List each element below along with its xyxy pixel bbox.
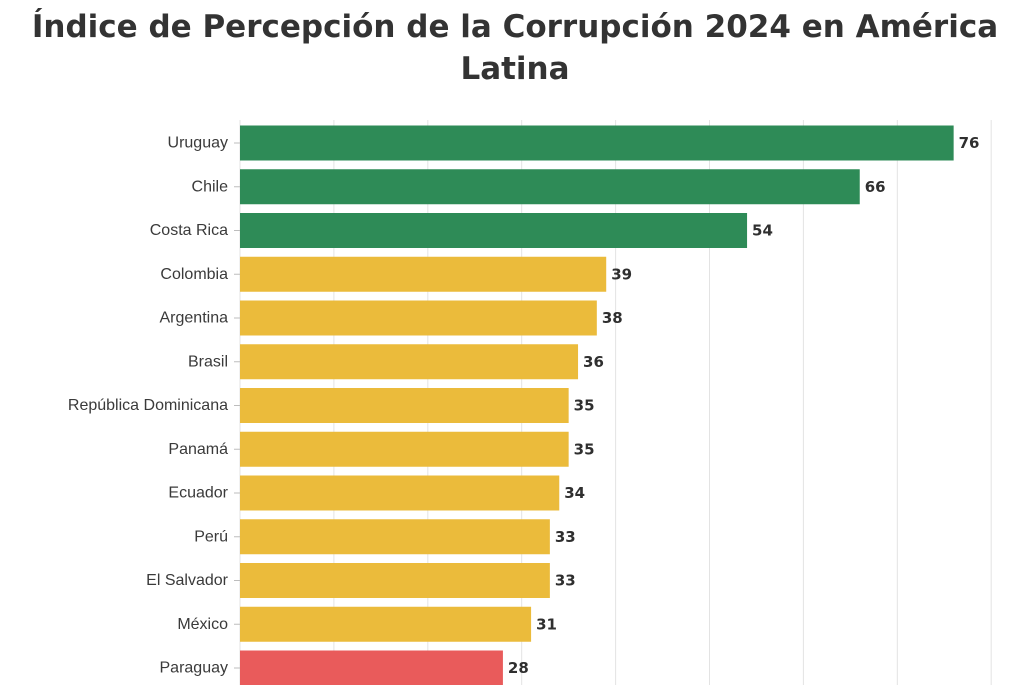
value-label: 54 xyxy=(752,222,773,240)
value-label: 34 xyxy=(564,484,585,502)
value-label: 35 xyxy=(574,440,595,458)
bar xyxy=(240,169,860,205)
value-label: 28 xyxy=(508,659,529,677)
bar xyxy=(240,213,748,248)
value-label: 38 xyxy=(602,309,623,327)
category-label: Ecuador xyxy=(168,485,228,502)
labels-layer: Uruguay 76 Chile 66 Costa Rica 54 Colombia 39 Ar… xyxy=(68,134,980,677)
category-label: México xyxy=(177,616,228,633)
bar xyxy=(240,256,607,292)
category-label: El Salvador xyxy=(146,572,228,589)
bar xyxy=(240,563,550,598)
bar xyxy=(240,388,569,423)
category-label: Costa Rica xyxy=(150,222,228,239)
category-label: República Dominicana xyxy=(68,397,228,414)
category-label: Paraguay xyxy=(160,660,229,677)
bar xyxy=(240,519,550,555)
bar xyxy=(240,344,579,380)
category-label: Panamá xyxy=(168,441,228,458)
value-label: 31 xyxy=(536,615,557,633)
chart-title: Índice de Percepción de la Corrupción 20… xyxy=(31,9,999,87)
bar xyxy=(240,431,569,467)
value-label: 39 xyxy=(611,265,632,283)
value-label: 33 xyxy=(555,572,576,590)
bar xyxy=(240,125,954,161)
value-label: 33 xyxy=(555,528,576,546)
bars-layer xyxy=(240,125,954,685)
category-label: Chile xyxy=(192,178,229,195)
category-label: Colombia xyxy=(160,266,228,283)
value-label: 66 xyxy=(865,178,886,196)
category-label: Argentina xyxy=(160,310,229,327)
category-label: Uruguay xyxy=(168,135,228,152)
category-label: Perú xyxy=(194,528,228,545)
value-label: 36 xyxy=(583,353,604,371)
bar xyxy=(240,650,503,685)
value-label: 76 xyxy=(959,134,980,152)
category-label: Brasil xyxy=(188,353,228,370)
value-label: 35 xyxy=(574,397,595,415)
bar xyxy=(240,300,597,336)
bar xyxy=(240,606,532,642)
bar xyxy=(240,475,560,511)
